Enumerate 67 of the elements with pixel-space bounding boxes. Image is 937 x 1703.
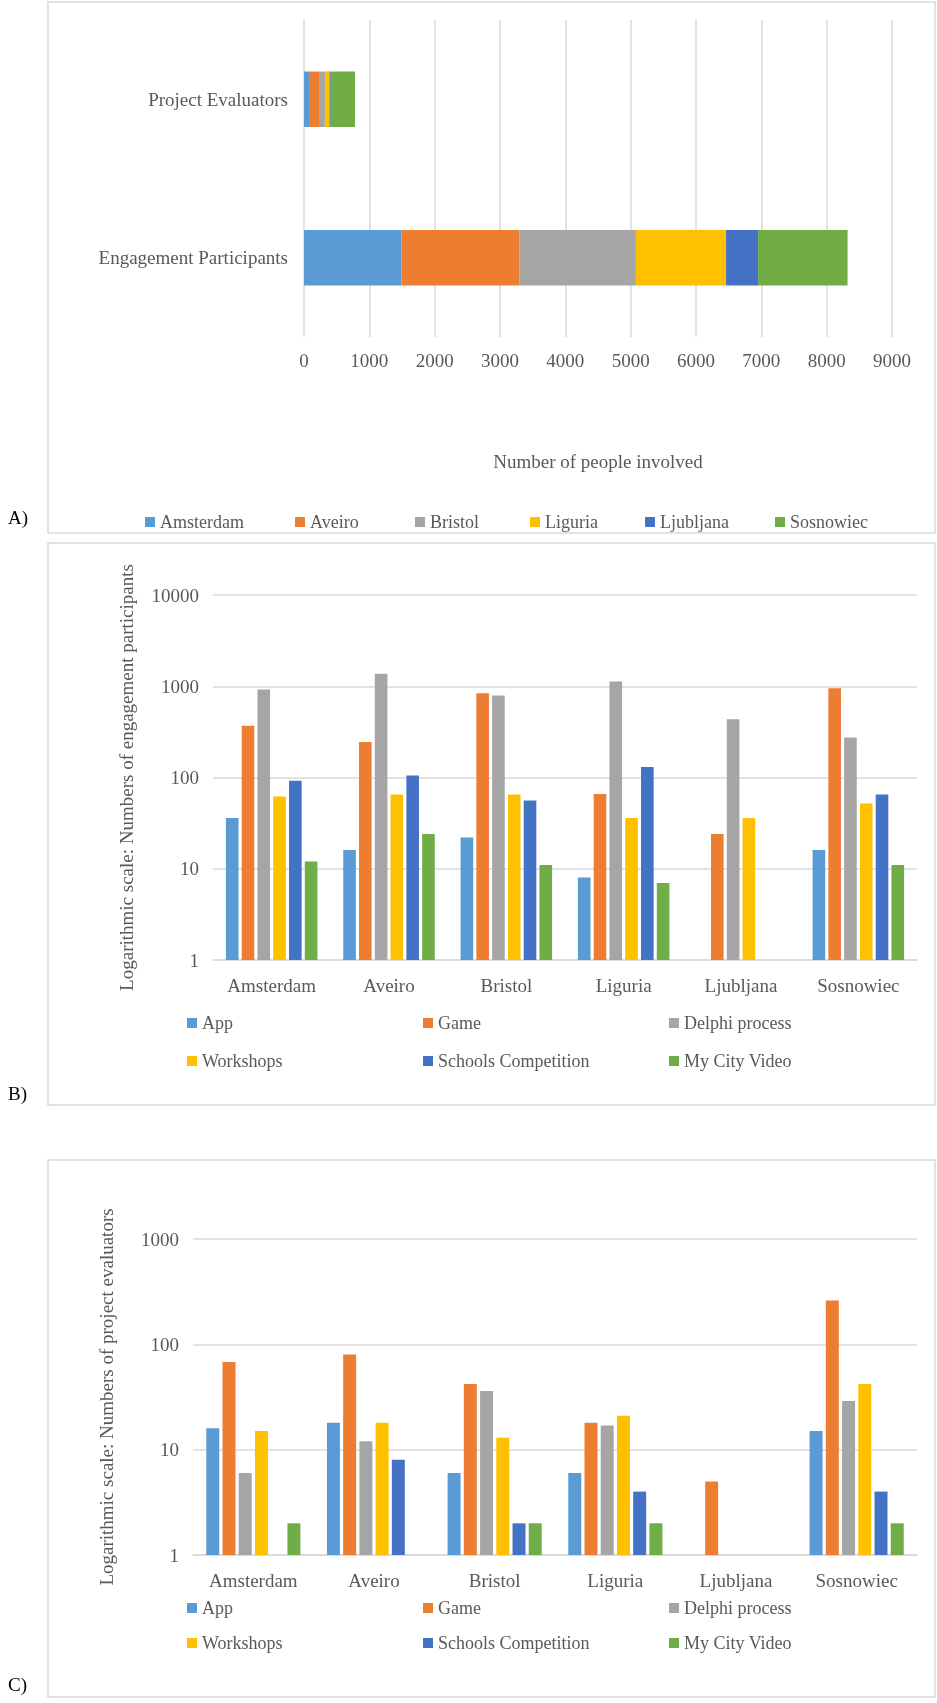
y-tick-label: 100	[170, 767, 199, 788]
bar	[330, 71, 355, 127]
legend-label: My City Video	[684, 1051, 792, 1071]
bar	[304, 230, 402, 286]
x-tick-label: Amsterdam	[227, 975, 317, 996]
y-tick-label: 1	[189, 949, 199, 971]
x-tick-label: 1000	[350, 350, 389, 371]
bar	[519, 230, 636, 286]
bar	[304, 71, 310, 127]
bar	[309, 71, 320, 127]
legend-label: Delphi process	[684, 1598, 792, 1618]
y-tick-label: Engagement Participants	[98, 247, 288, 269]
x-axis-title: Number of people involved	[493, 451, 704, 472]
x-tick-label: Ljubljana	[699, 1570, 773, 1591]
legend-label: Workshops	[202, 1633, 283, 1653]
x-tick-label: 8000	[807, 350, 846, 371]
bar	[401, 230, 520, 286]
y-tick-label: 10	[160, 1439, 179, 1461]
x-tick-label: 6000	[677, 350, 715, 371]
legend-label: Delphi process	[684, 1013, 792, 1033]
bar	[726, 230, 759, 286]
legend-label: Schools Competition	[438, 1633, 590, 1653]
text: A)	[8, 507, 29, 529]
x-tick-label: Liguria	[587, 1570, 644, 1591]
legend-label: Ljubljana	[660, 512, 729, 532]
legend-label: Aveiro	[310, 512, 359, 532]
y-tick-label: Project Evaluators	[148, 88, 288, 110]
x-tick-label: Aveiro	[348, 1570, 400, 1591]
bar	[635, 230, 727, 286]
legend-label: App	[202, 1598, 233, 1618]
x-tick-label: Amsterdam	[209, 1570, 298, 1591]
legend-label: Bristol	[430, 512, 480, 532]
x-tick-label: Sosnowiec	[815, 1570, 898, 1591]
legend-label: Game	[438, 1598, 481, 1618]
text: C)	[8, 1674, 27, 1696]
y-tick-label: 1000	[141, 1228, 179, 1250]
legend-label: Liguria	[545, 512, 598, 532]
y-axis-title: Logarithmic scale: Numbers of project evaluators	[95, 1208, 117, 1586]
x-tick-label: Liguria	[595, 975, 653, 996]
x-tick-label: 9000	[873, 350, 911, 371]
y-tick-label: 100	[150, 1333, 179, 1355]
bar	[758, 230, 848, 286]
y-tick-label: 1	[169, 1544, 179, 1566]
legend-label: Amsterdam	[160, 512, 244, 532]
legend-label: Workshops	[202, 1051, 283, 1071]
x-tick-label: 4000	[546, 350, 585, 371]
legend-label: Game	[438, 1013, 481, 1033]
x-tick-label: Sosnowiec	[817, 975, 900, 996]
legend-label: Schools Competition	[438, 1051, 590, 1071]
x-tick-label: Ljubljana	[704, 975, 778, 996]
bar	[319, 71, 325, 127]
x-tick-label: 3000	[481, 350, 519, 371]
y-axis-title: Logarithmic scale: Numbers of engagement participants	[115, 564, 137, 991]
x-tick-label: 2000	[415, 350, 454, 371]
legend-label: App	[202, 1013, 233, 1033]
y-tick-label: 1000	[161, 675, 199, 697]
legend-label: My City Video	[684, 1633, 792, 1653]
y-tick-label: 10000	[151, 584, 199, 606]
legend-label: Sosnowiec	[790, 512, 868, 532]
text: B)	[8, 1083, 27, 1105]
x-tick-label: 7000	[742, 350, 781, 371]
x-tick-label: 5000	[611, 350, 650, 371]
x-tick-label: 0	[299, 350, 309, 371]
x-tick-label: Aveiro	[363, 975, 415, 996]
x-tick-label: Bristol	[480, 975, 533, 996]
y-tick-label: 10	[180, 858, 199, 880]
x-tick-label: Bristol	[468, 1570, 521, 1591]
